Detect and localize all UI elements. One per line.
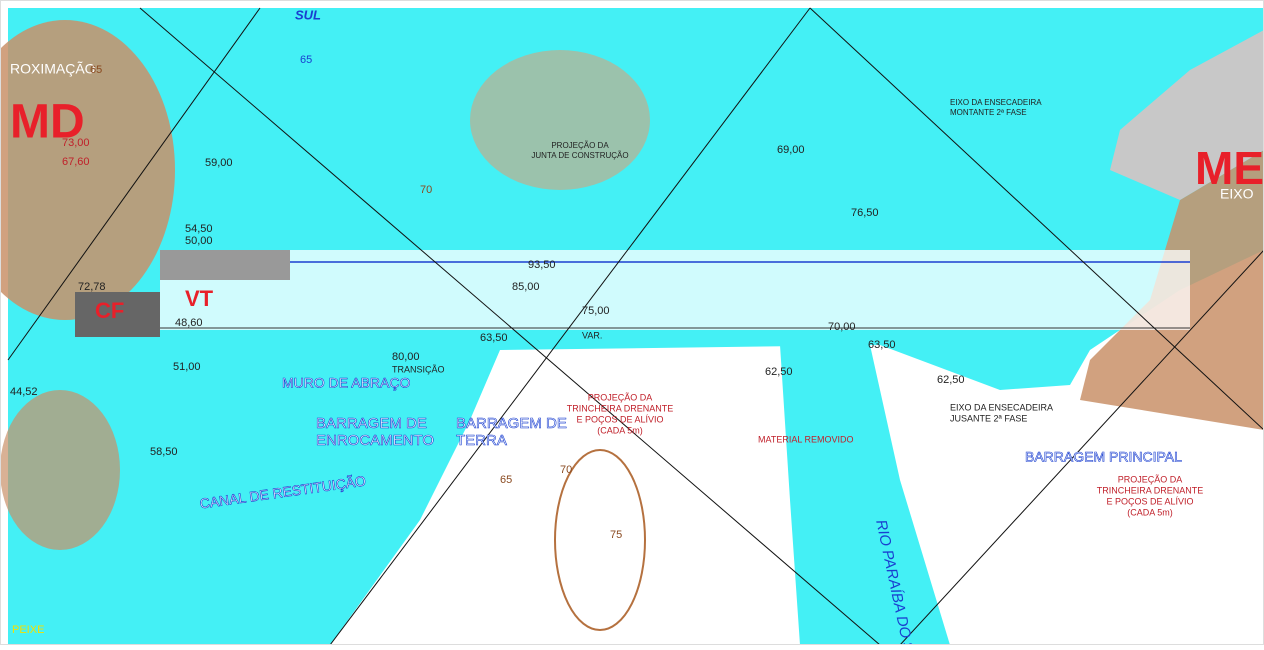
map-label: 62,50 (937, 374, 965, 386)
map-label: 58,50 (150, 446, 178, 458)
map-label: 54,50 (185, 223, 213, 235)
grid-diagonal (899, 249, 1264, 646)
map-label: PROJEÇÃO DA (1118, 474, 1183, 484)
contour (554, 449, 646, 631)
map-label: 44,52 (10, 386, 38, 398)
hill-left (0, 20, 175, 320)
map-label: (CADA 5m) (597, 425, 643, 435)
map-label: ENROCAMENTO (316, 432, 434, 449)
map-label: EIXO DA ENSECADEIRA (950, 98, 1042, 107)
map-label: 69,00 (777, 144, 805, 156)
map-label: (CADA 5m) (1127, 507, 1173, 517)
hill-center (470, 50, 650, 190)
map-label: MD (10, 96, 85, 149)
map-label: VAR. (582, 330, 602, 340)
map-label: VT (185, 286, 214, 311)
map-label: BARRAGEM DE (316, 415, 427, 432)
grid-diagonal (7, 7, 261, 361)
map-label: TERRA (456, 432, 507, 449)
map-label: 75,00 (582, 305, 610, 317)
map-label: E POÇOS DE ALÍVIO (1106, 496, 1193, 506)
map-label: 65 (500, 474, 512, 486)
map-label: ROXIMAÇÃO (10, 61, 96, 77)
map-label: MATERIAL REMOVIDO (758, 434, 854, 444)
map-label: EIXO DA ENSECADEIRA (950, 402, 1053, 412)
map-label: BARRAGEM DE (456, 415, 567, 432)
map-label: 70,00 (828, 321, 856, 333)
map-label: 62,50 (765, 366, 793, 378)
powerhouse (75, 292, 160, 337)
map-label: TRINCHEIRA DRENANTE (1097, 485, 1204, 495)
map-label: 76,50 (851, 207, 879, 219)
map-label: 70 (560, 464, 572, 476)
map-label: 48,60 (175, 317, 203, 329)
map-label: 75 (610, 529, 622, 541)
map-label: EIXO (1220, 186, 1254, 202)
map-label: BARRAGEM PRINCIPAL (1025, 449, 1182, 465)
map-label: PROJEÇÃO DA (551, 141, 609, 150)
map-label: JUNTA DE CONSTRUÇÃO (531, 151, 628, 160)
map-label: SUL (295, 7, 321, 22)
grid-diagonal (329, 7, 811, 646)
map-label: 85,00 (512, 281, 540, 293)
grid-diagonal (809, 7, 1264, 431)
grid-diagonal (139, 7, 881, 646)
river (780, 345, 950, 645)
map-label: PEIXE (12, 624, 44, 636)
map-label: 59,00 (205, 157, 233, 169)
map-label: ME (1195, 142, 1264, 194)
map-label: PROJEÇÃO DA (588, 392, 653, 402)
spillway (160, 250, 290, 280)
map-label: 63,50 (868, 339, 896, 351)
map-label: 70 (420, 184, 432, 196)
map-label: 63,50 (480, 332, 508, 344)
map-label: 93,50 (528, 259, 556, 271)
hill-left-low (0, 390, 120, 550)
map-label: 72,78 (78, 281, 106, 293)
map-label: MURO DE ABRAÇO (282, 375, 410, 391)
map-label: 65 (300, 54, 312, 66)
map-label: CF (95, 298, 124, 323)
map-label: JUSANTE 2ª FASE (950, 413, 1027, 423)
map-label: 73,00 (62, 137, 90, 149)
gray-area (1110, 30, 1264, 200)
map-label: 65 (90, 64, 102, 76)
map-label: 80,00 (392, 351, 420, 363)
map-label: 51,00 (173, 361, 201, 373)
map-label: TRANSIÇÃO (392, 364, 445, 374)
map-label: E POÇOS DE ALÍVIO (576, 414, 663, 424)
map-label: 67,60 (62, 156, 90, 168)
map-label: 50,00 (185, 235, 213, 247)
map-label: MONTANTE 2ª FASE (950, 108, 1027, 117)
map-label: TRINCHEIRA DRENANTE (567, 403, 674, 413)
dam-band (160, 250, 1190, 330)
